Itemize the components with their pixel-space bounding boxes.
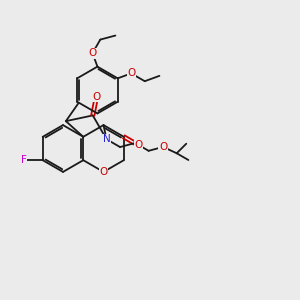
Text: O: O [92, 92, 101, 102]
Text: O: O [99, 167, 108, 177]
Text: O: O [159, 142, 167, 152]
Text: F: F [21, 155, 27, 165]
Text: O: O [127, 68, 135, 78]
Text: O: O [134, 140, 143, 150]
Text: N: N [103, 134, 110, 144]
Text: O: O [88, 48, 97, 58]
